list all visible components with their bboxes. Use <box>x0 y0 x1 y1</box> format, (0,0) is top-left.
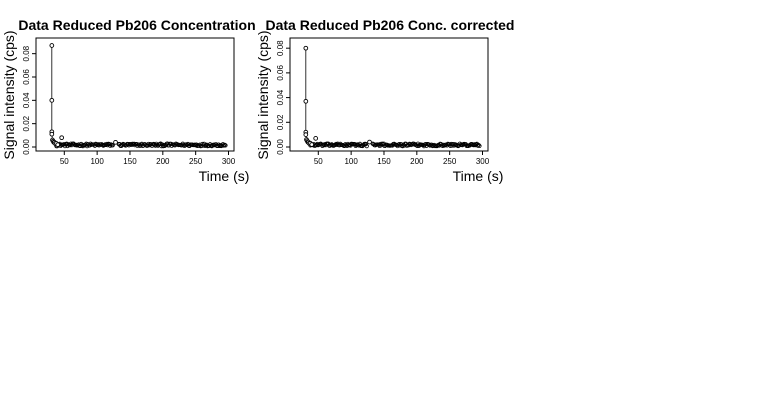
data-point <box>49 131 55 137</box>
chart-panel-concentration: Data Reduced Pb206 Concentration Signal … <box>1 17 256 184</box>
data-point <box>426 142 432 147</box>
chart-title: Data Reduced Pb206 Concentration <box>18 17 255 33</box>
data-point <box>113 139 118 145</box>
y-tick-label: 0.02 <box>276 114 285 130</box>
x-axis-label: Time (s) <box>453 168 504 184</box>
y-tick-label: 0.06 <box>276 65 285 81</box>
x-axis: 50 100 150 200 250 300 <box>60 150 236 166</box>
data-point <box>303 45 309 51</box>
x-tick-label: 100 <box>90 157 104 166</box>
data-point <box>471 143 476 148</box>
x-tick-label: 50 <box>314 157 323 166</box>
data-point <box>59 135 65 141</box>
x-axis: 50 100 150 200 250 300 <box>314 150 490 166</box>
data-point <box>49 43 55 48</box>
x-axis-label: Time (s) <box>199 168 250 184</box>
x-tick-label: 300 <box>222 157 236 166</box>
y-tick-label: 0.06 <box>22 69 31 85</box>
data-point <box>354 143 359 148</box>
data-point <box>303 132 309 137</box>
y-axis: 0.00 0.02 0.04 0.06 0.08 <box>276 40 290 155</box>
data-point <box>475 143 480 148</box>
data-point <box>333 141 339 147</box>
y-tick-label: 0.04 <box>22 92 31 108</box>
data-point <box>313 136 319 141</box>
chart-title: Data Reduced Pb206 Conc. corrected <box>266 17 515 33</box>
data-point <box>303 98 309 104</box>
data-point <box>309 142 315 147</box>
x-tick-label: 250 <box>443 157 457 166</box>
x-tick-label: 250 <box>189 157 203 166</box>
y-tick-label: 0.00 <box>276 139 285 155</box>
x-tick-label: 100 <box>344 157 358 166</box>
y-tick-label: 0.08 <box>22 45 31 61</box>
data-point <box>476 142 481 148</box>
x-tick-label: 150 <box>123 157 137 166</box>
x-tick-label: 200 <box>410 157 424 166</box>
x-tick-label: 50 <box>60 157 69 166</box>
data-marks <box>49 43 228 149</box>
data-point <box>196 143 202 148</box>
y-tick-label: 0.04 <box>276 89 285 105</box>
y-tick-label: 0.00 <box>22 139 31 155</box>
x-tick-label: 200 <box>156 157 170 166</box>
data-point <box>380 141 385 146</box>
data-point <box>415 143 420 148</box>
x-tick-label: 300 <box>476 157 490 166</box>
data-point <box>472 142 477 147</box>
data-marks <box>303 45 482 149</box>
y-axis: 0.00 0.02 0.04 0.06 0.08 <box>22 45 36 155</box>
data-point <box>49 97 55 103</box>
data-point <box>364 144 369 149</box>
y-tick-label: 0.02 <box>22 115 31 131</box>
data-point <box>110 143 115 148</box>
data-point <box>223 143 228 148</box>
x-tick-label: 150 <box>377 157 391 166</box>
data-point <box>367 139 372 145</box>
data-point <box>217 143 222 148</box>
chart-panel-corrected: Data Reduced Pb206 Conc. corrected Signa… <box>255 17 514 184</box>
y-tick-label: 0.08 <box>276 40 285 56</box>
data-point <box>477 143 482 149</box>
y-axis-label: Signal intensity (cps) <box>255 30 271 159</box>
y-axis-label: Signal intensity (cps) <box>1 30 17 159</box>
data-point <box>55 142 61 148</box>
data-point <box>363 142 369 147</box>
data-point <box>221 143 226 148</box>
